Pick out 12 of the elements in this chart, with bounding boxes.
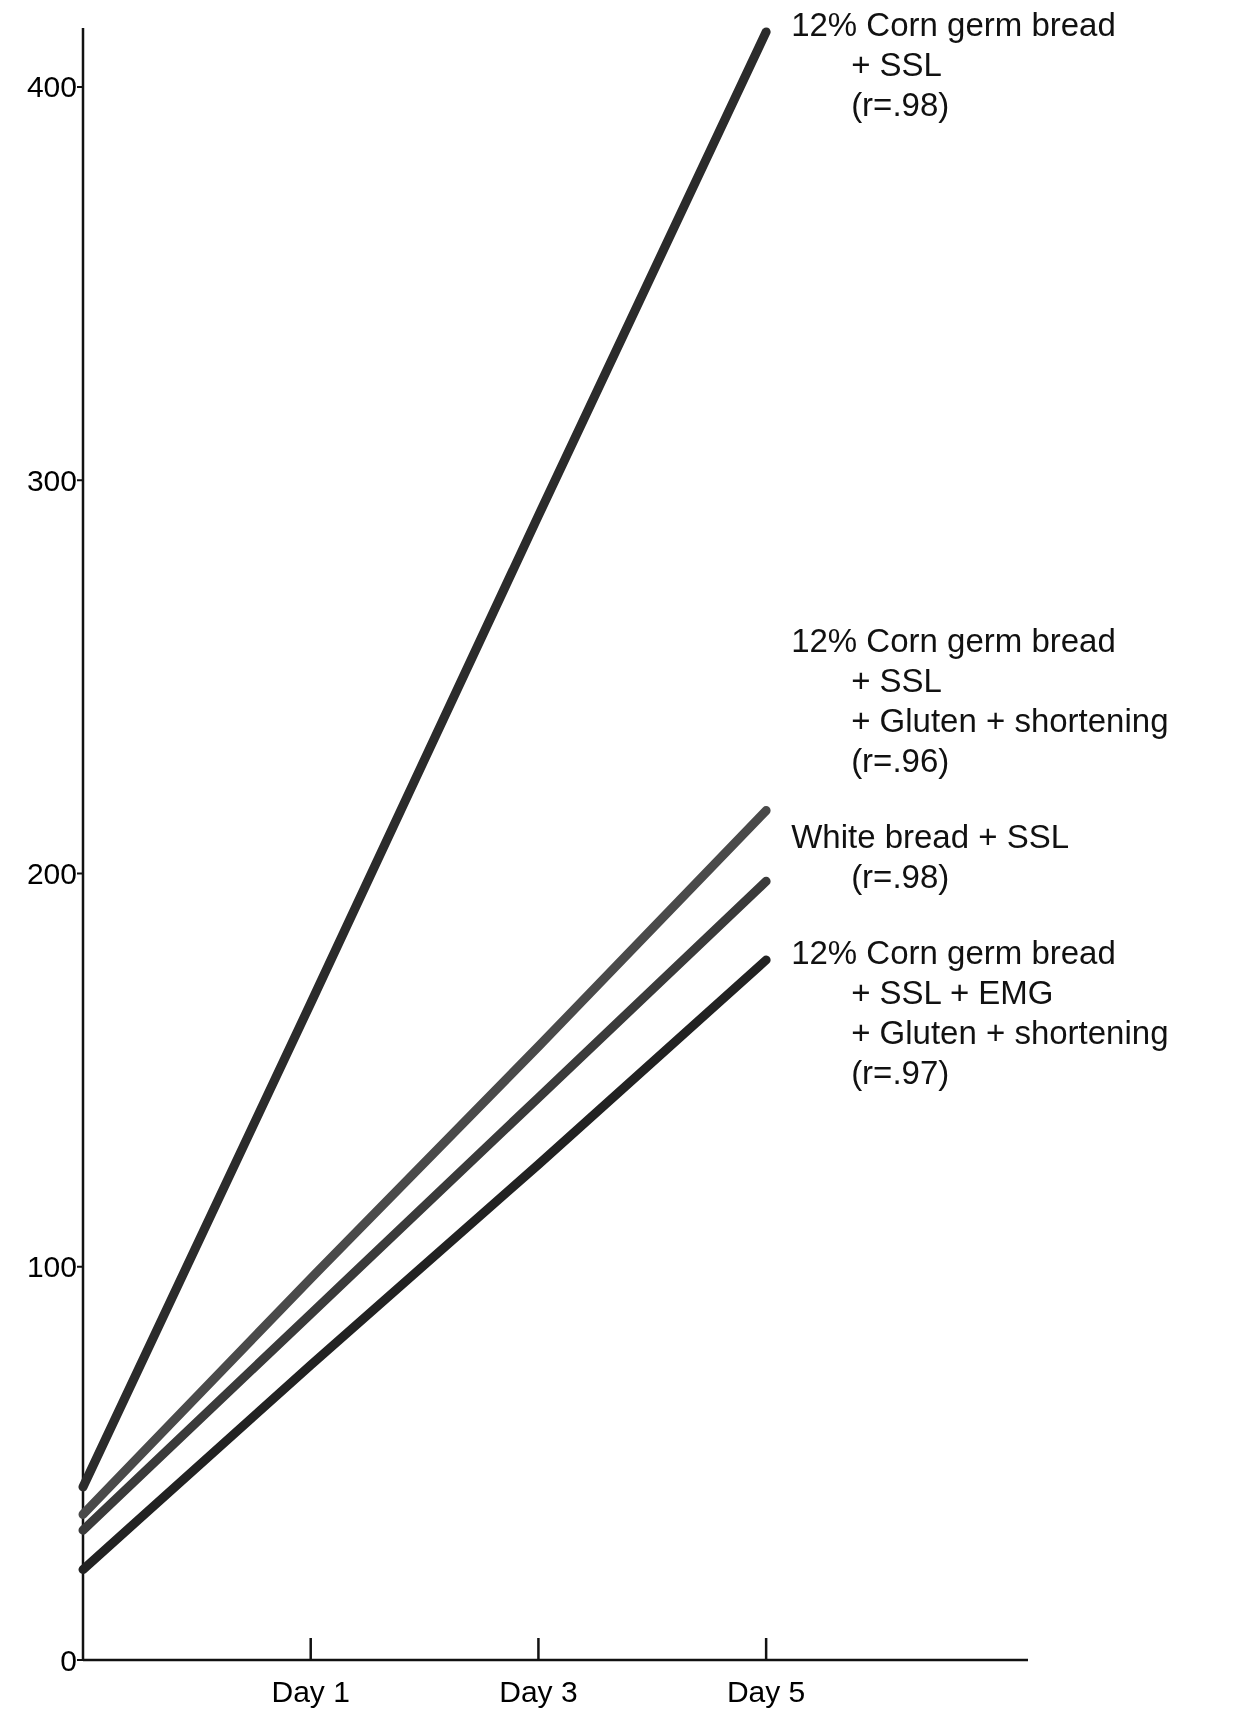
y-tick-label: 0 [60, 1643, 77, 1677]
x-tick-label: Day 1 [271, 1675, 350, 1708]
series-label: White bread + SSL (r=.98) [791, 818, 1070, 896]
series-label: 12% Corn germ bread + SSL + Gluten + shortening (r=.96) [791, 622, 1169, 780]
y-tick-label: 400 [26, 70, 77, 104]
y-tick-label: 300 [26, 463, 77, 497]
series-label: 12% Corn germ bread + SSL + EMG + Gluten + shortening (r=.97) [791, 934, 1169, 1092]
series-label: 12% Corn germ bread + SSL (r=.98) [791, 5, 1116, 123]
x-tick-label: Day 3 [499, 1675, 578, 1708]
x-tick-label: Day 5 [726, 1675, 806, 1708]
y-tick-label: 200 [26, 856, 77, 890]
y-tick-label: 100 [26, 1250, 77, 1284]
